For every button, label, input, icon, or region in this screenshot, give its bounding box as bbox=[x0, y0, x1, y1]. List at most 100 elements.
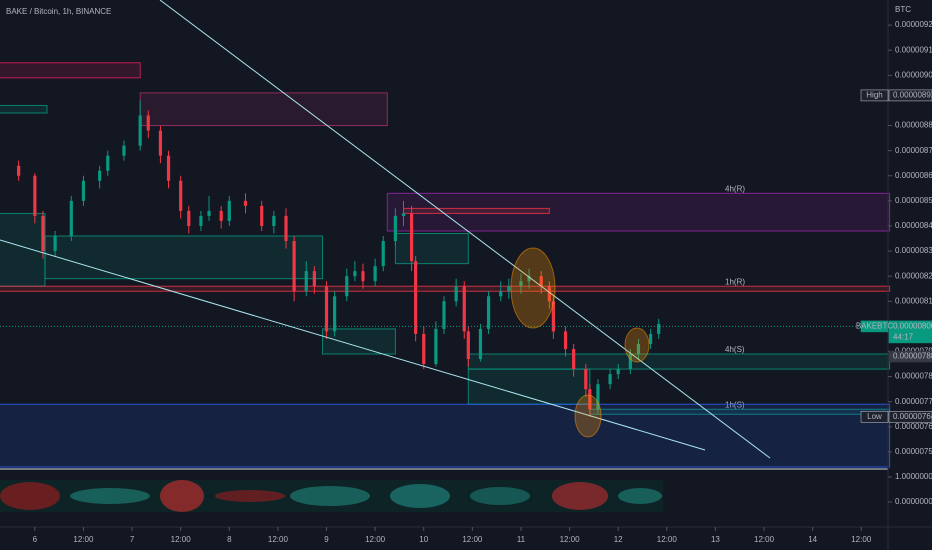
zone bbox=[0, 62, 141, 79]
indicator-blob bbox=[618, 488, 662, 504]
x-tick-label: 12:00 bbox=[754, 535, 775, 544]
zone-label: 1h(R) bbox=[725, 277, 745, 286]
zone-label: 4h(R) bbox=[725, 184, 745, 193]
candle-body bbox=[333, 296, 337, 332]
candle-body bbox=[199, 215, 203, 226]
candle-body bbox=[551, 301, 555, 332]
candle-body bbox=[219, 210, 223, 221]
candle-body bbox=[345, 276, 349, 297]
candle-body bbox=[292, 241, 296, 292]
indicator-blob bbox=[470, 487, 530, 505]
price-tag-countdown: 44:17 bbox=[893, 333, 914, 342]
candle-body bbox=[519, 281, 523, 287]
candle-body bbox=[466, 331, 470, 360]
price-tag-label: BAKEBTC bbox=[856, 322, 894, 331]
candle-body bbox=[478, 328, 483, 360]
indicator-blob bbox=[390, 484, 450, 508]
price-tag-label: High bbox=[866, 91, 882, 100]
candle-body bbox=[442, 301, 446, 329]
zone-label: 1h(S) bbox=[725, 400, 745, 409]
candle-body bbox=[539, 276, 543, 287]
candle-body bbox=[657, 323, 661, 334]
candle-body bbox=[373, 266, 377, 282]
candle-body bbox=[187, 210, 191, 226]
zone bbox=[0, 285, 891, 292]
price-tag-value: 0.00000800 bbox=[893, 322, 932, 331]
price-tag bbox=[888, 350, 932, 363]
price-tag-value: 0.00000788 bbox=[893, 352, 932, 361]
price-tag-value: 0.00000764 bbox=[893, 412, 932, 421]
candle-body bbox=[409, 213, 414, 262]
x-tick-label: 12:00 bbox=[73, 535, 94, 544]
candle-body bbox=[486, 296, 491, 329]
zone bbox=[321, 328, 396, 355]
candle-body bbox=[122, 145, 126, 156]
candle-body bbox=[499, 291, 503, 297]
candle-body bbox=[353, 271, 357, 277]
candle-body bbox=[596, 384, 600, 410]
x-tick-label: 12:00 bbox=[268, 535, 289, 544]
highlight bbox=[510, 247, 556, 329]
candle-body bbox=[434, 328, 438, 365]
candle-body bbox=[393, 215, 397, 242]
x-tick-label: 12:00 bbox=[171, 535, 192, 544]
indicator-blob bbox=[0, 482, 60, 510]
indicator-blob bbox=[160, 480, 204, 512]
zone bbox=[386, 192, 891, 232]
price-tag-label-box bbox=[860, 320, 889, 333]
candle-body bbox=[588, 389, 592, 410]
trend-line bbox=[0, 239, 706, 451]
zone bbox=[402, 207, 550, 214]
candle-body bbox=[422, 333, 426, 365]
x-tick-label: 6 bbox=[33, 535, 38, 544]
indicator-blob bbox=[552, 482, 608, 510]
x-tick-label: 12 bbox=[614, 535, 623, 544]
x-tick-label: 7 bbox=[130, 535, 135, 544]
price-tag-label-box bbox=[860, 89, 889, 102]
candle-body bbox=[69, 200, 73, 237]
zone bbox=[394, 232, 469, 265]
indicator-blob bbox=[290, 486, 370, 506]
candle-body bbox=[584, 369, 588, 390]
candle-body bbox=[563, 331, 568, 349]
candle-body bbox=[572, 348, 576, 370]
candle-body bbox=[636, 343, 641, 355]
candle-body bbox=[454, 286, 458, 302]
zone bbox=[139, 92, 388, 127]
candle-body bbox=[304, 271, 308, 292]
candle-body bbox=[649, 333, 653, 344]
highlight bbox=[624, 327, 650, 363]
candle-body bbox=[138, 115, 142, 146]
candle-body bbox=[260, 205, 264, 226]
indicator-blob bbox=[215, 490, 285, 502]
plot-area: 4h(R) 1h(R) 4h(S) 1h(S) bbox=[0, 62, 891, 468]
candle-body bbox=[17, 165, 21, 176]
candle-body bbox=[33, 175, 37, 216]
zone bbox=[0, 104, 48, 114]
price-tag-label-box bbox=[860, 410, 889, 423]
candle-body bbox=[243, 200, 248, 206]
x-tick-label: 12:00 bbox=[365, 535, 386, 544]
candle-body bbox=[628, 354, 632, 370]
price-tag bbox=[888, 320, 932, 344]
x-tick-label: 14 bbox=[808, 535, 817, 544]
chart-title: BAKE / Bitcoin, 1h, BINANCE bbox=[6, 7, 111, 16]
indicator-panel bbox=[0, 480, 663, 512]
x-tick-label: 12:00 bbox=[851, 535, 872, 544]
candle-body bbox=[272, 215, 276, 226]
candle-body bbox=[53, 236, 57, 252]
candle-body bbox=[608, 374, 612, 385]
